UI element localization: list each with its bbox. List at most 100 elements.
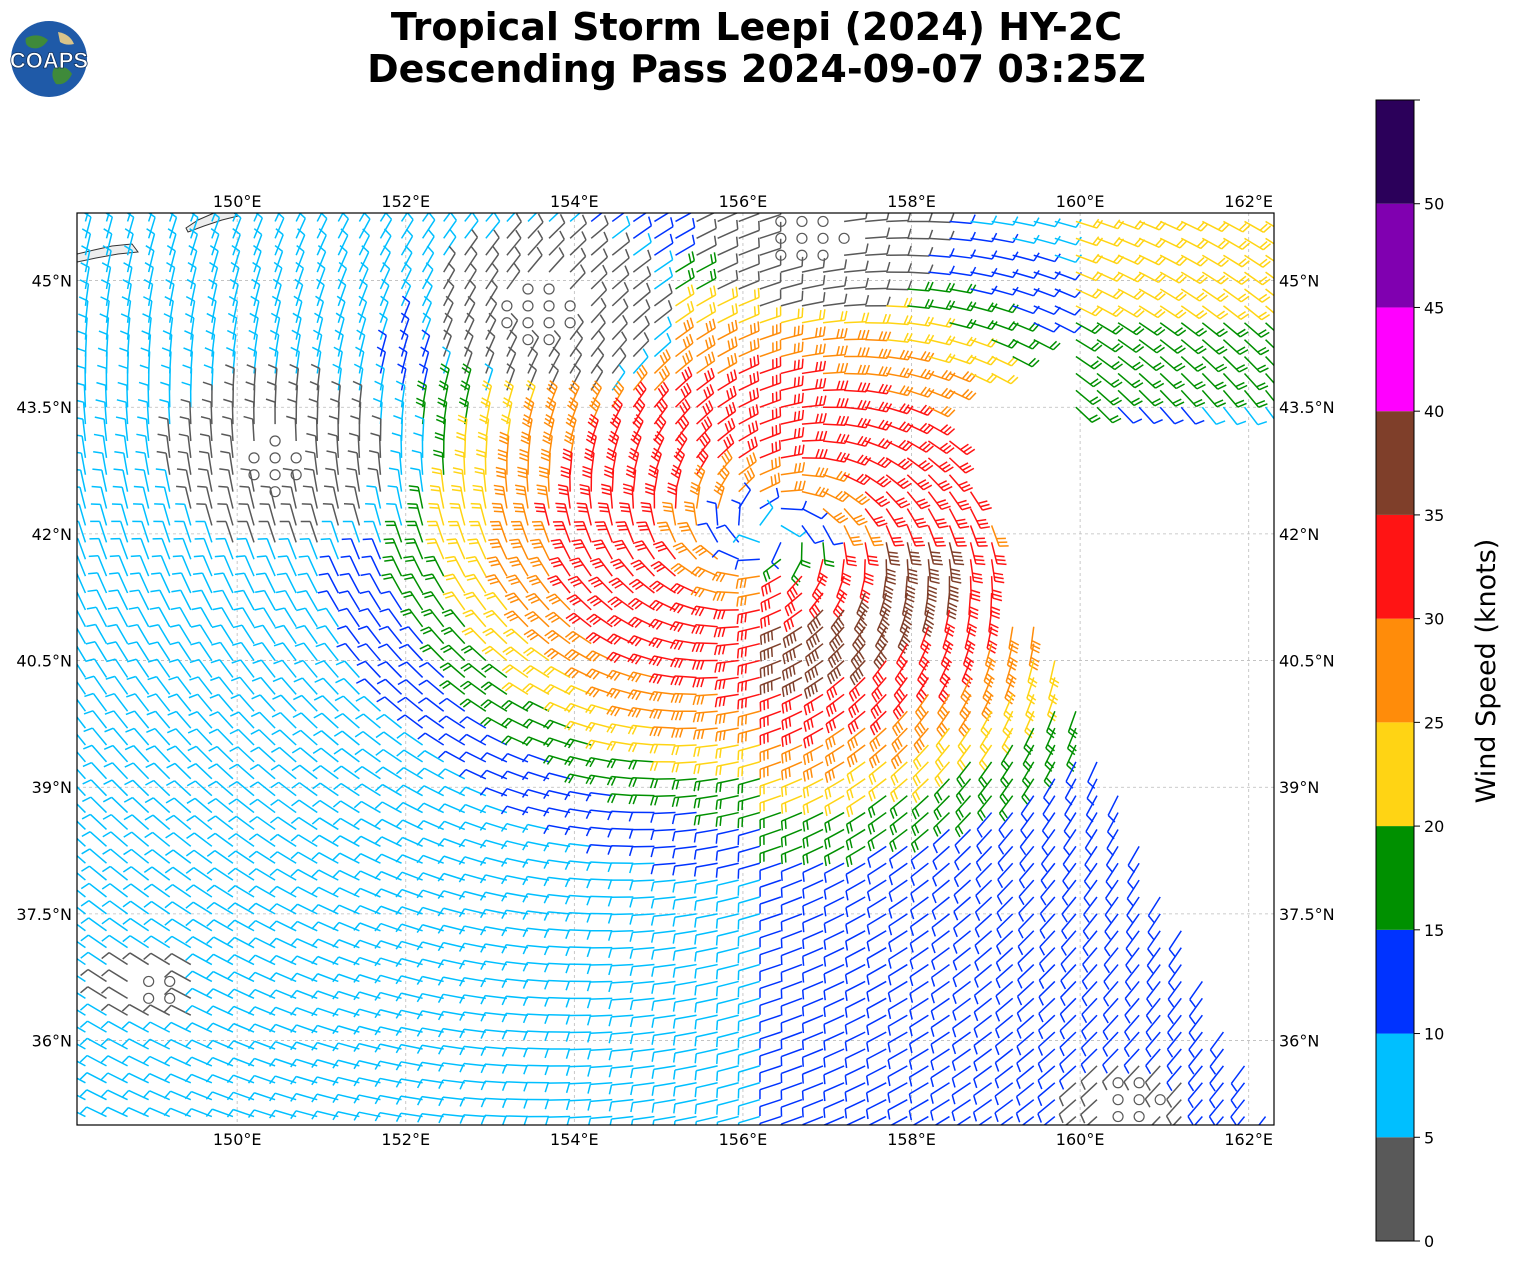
wind-barb — [358, 228, 370, 256]
wind-barb — [1243, 406, 1268, 426]
calm-wind-marker — [501, 300, 513, 312]
wind-barb — [328, 415, 340, 442]
wind-barb — [1243, 356, 1269, 373]
wind-barb — [180, 398, 192, 425]
wind-barb — [190, 213, 199, 239]
wind-barb — [143, 296, 153, 323]
logo-text: COAPS — [10, 48, 88, 73]
wind-barb — [337, 261, 348, 290]
wind-barb — [738, 354, 760, 375]
wind-barb — [265, 398, 276, 425]
wind-barb — [81, 228, 92, 256]
colorbar-tick-label: 35 — [1424, 506, 1444, 525]
chart-title-line-1: Tropical Storm Leepi (2024) HY-2C — [390, 5, 1123, 49]
wind-barb — [220, 450, 234, 475]
wind-barb — [160, 381, 171, 408]
wind-barb — [1201, 305, 1229, 320]
wind-barb — [226, 347, 236, 374]
calm-wind-marker — [543, 334, 555, 346]
wind-barb — [970, 302, 998, 313]
wind-barb — [590, 213, 603, 223]
wind-barb — [464, 295, 476, 324]
wind-barb — [413, 432, 424, 458]
wind-barb — [353, 363, 364, 391]
wind-barb — [519, 448, 530, 475]
lat-tick-label-left: 42°N — [32, 525, 72, 544]
wind-barb — [464, 262, 477, 290]
wind-barb — [886, 245, 912, 256]
wind-barb — [1180, 288, 1208, 302]
calm-wind-marker — [248, 452, 260, 464]
colorbar-bin — [1376, 514, 1414, 619]
wind-barb — [1075, 406, 1101, 423]
wind-barb — [949, 336, 977, 347]
wind-barb — [1138, 237, 1167, 249]
wind-barb — [738, 237, 760, 256]
wind-barb — [347, 450, 361, 475]
wind-barb — [801, 360, 827, 375]
wind-barb — [181, 381, 192, 408]
wind-barb — [485, 229, 500, 256]
wind-barb — [717, 213, 739, 223]
wind-barb — [801, 377, 827, 392]
wind-barb — [590, 281, 608, 307]
wind-barb — [1223, 237, 1251, 250]
wind-barb — [310, 363, 321, 391]
wind-barb — [717, 336, 738, 358]
wind-barb — [674, 431, 688, 459]
wind-barb — [1265, 271, 1274, 280]
calm-wind-marker — [817, 232, 829, 244]
wind-barb — [843, 213, 868, 223]
map-background — [77, 213, 1274, 1125]
wind-barb — [1244, 254, 1271, 268]
wind-barb — [356, 329, 366, 357]
wind-barb — [326, 450, 340, 475]
lon-tick-label-top: 156°E — [719, 192, 768, 211]
wind-barb — [274, 244, 284, 273]
lat-tick-label-left: 36°N — [32, 1032, 72, 1051]
wind-barb — [569, 213, 581, 223]
wind-barb — [1222, 406, 1247, 426]
wind-barb — [1117, 406, 1143, 424]
wind-barb — [1201, 406, 1226, 426]
wind-barb — [295, 228, 306, 256]
wind-barb — [350, 415, 361, 442]
wind-barb — [717, 253, 739, 273]
wind-barb — [548, 214, 566, 239]
wind-barb — [548, 330, 562, 357]
calm-wind-marker — [522, 283, 534, 295]
wind-barb — [1033, 235, 1061, 245]
wind-barb — [780, 427, 805, 442]
wind-barb — [886, 280, 913, 291]
wind-barb — [738, 220, 760, 240]
wind-barb — [1075, 322, 1103, 335]
lat-tick-label-left: 37.5°N — [16, 905, 72, 924]
wind-barb — [949, 283, 977, 294]
wind-barb — [801, 292, 826, 307]
wind-barb — [759, 238, 782, 256]
wind-barb — [738, 404, 759, 425]
wind-barb — [1244, 271, 1271, 286]
wind-barb — [253, 213, 259, 222]
calm-wind-marker — [269, 452, 281, 464]
wind-barb — [336, 295, 346, 324]
wind-barb — [844, 312, 870, 324]
wind-barb — [379, 278, 390, 307]
wind-barb — [675, 317, 694, 341]
wind-barb — [653, 283, 673, 307]
wind-barb — [124, 228, 134, 256]
wind-barb — [287, 398, 298, 425]
wind-barb — [137, 416, 150, 442]
lon-tick-label-bottom: 154°E — [550, 1130, 599, 1149]
wind-barb — [169, 213, 174, 222]
wind-barb — [822, 345, 848, 358]
lat-tick-label-left: 40.5°N — [16, 652, 72, 671]
wind-barb — [822, 433, 850, 445]
wind-barb — [527, 346, 539, 374]
wind-barb — [294, 278, 304, 307]
wind-barb — [675, 284, 695, 307]
wind-barb — [316, 228, 327, 256]
wind-barb — [545, 396, 557, 425]
lon-tick-label-bottom: 160°E — [1056, 1130, 1105, 1149]
wind-barb — [126, 213, 135, 239]
